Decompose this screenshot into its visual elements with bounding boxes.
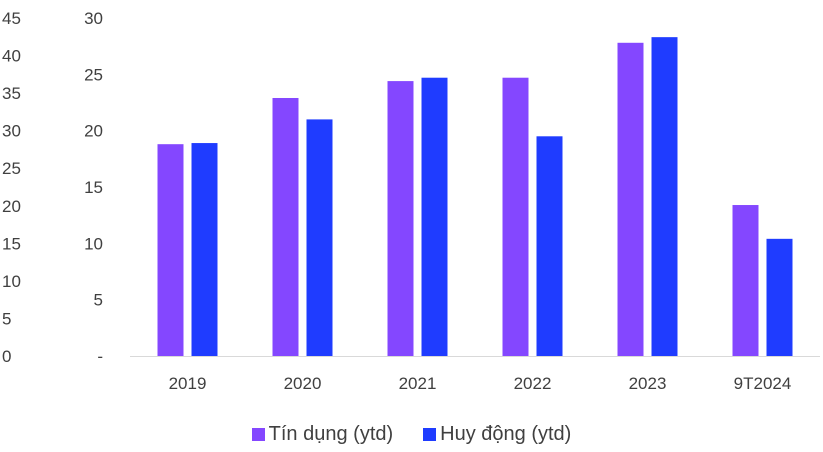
bar-credit: [502, 77, 529, 357]
x-axis-tick-label: 2022: [514, 374, 552, 393]
outer-axis-tick-label: 15: [2, 234, 21, 253]
inner-axis-tick-label: 30: [84, 9, 103, 28]
bar-credit: [387, 81, 414, 357]
legend-swatch-deposit: [423, 428, 437, 441]
x-axis-tick-label: 2019: [169, 374, 207, 393]
bar-deposit: [651, 37, 678, 357]
bar-deposit: [766, 238, 793, 356]
inner-axis-tick-label: 5: [94, 291, 103, 310]
x-axis-tick-label: 2020: [284, 374, 322, 393]
bar-credit: [157, 144, 184, 356]
bar-credit: [732, 205, 759, 356]
outer-axis-tick-label: 25: [2, 159, 21, 178]
bar-deposit: [536, 136, 563, 356]
bar-deposit: [421, 77, 448, 357]
x-axis-tick-label: 9T2024: [734, 374, 792, 393]
outer-axis-tick-label: 10: [2, 272, 21, 291]
outer-axis-tick-label: 45: [2, 9, 21, 28]
x-axis-tick-label: 2023: [629, 374, 667, 393]
legend-label-credit: Tín dụng (ytd): [268, 423, 394, 445]
legend-swatch-credit: [251, 428, 265, 441]
bar-credit: [272, 97, 299, 356]
legend: Tín dụng (ytd) Huy động (ytd): [0, 423, 823, 446]
inner-axis-tick-label: 15: [84, 178, 103, 197]
bar-deposit: [191, 143, 218, 356]
inner-axis-tick-label: 20: [84, 122, 103, 141]
inner-axis-tick-label: 10: [84, 234, 103, 253]
bar-credit: [617, 42, 644, 356]
outer-axis-tick-label: 35: [2, 84, 21, 103]
outer-axis-tick-label: 40: [2, 47, 21, 66]
legend-item-deposit: Huy động (ytd): [423, 423, 571, 446]
inner-axis-tick-label: -: [97, 347, 103, 366]
bar-deposit: [306, 119, 333, 357]
outer-axis-tick-label: 20: [2, 197, 21, 216]
x-axis-tick-label: 2021: [399, 374, 437, 393]
legend-item-credit: Tín dụng (ytd): [251, 423, 394, 446]
legend-label-deposit: Huy động (ytd): [440, 423, 572, 445]
outer-axis-tick-label: 0: [2, 347, 11, 366]
outer-axis-tick-label: 5: [2, 309, 11, 328]
inner-axis-tick-label: 25: [84, 65, 103, 84]
outer-axis-tick-label: 30: [2, 122, 21, 141]
